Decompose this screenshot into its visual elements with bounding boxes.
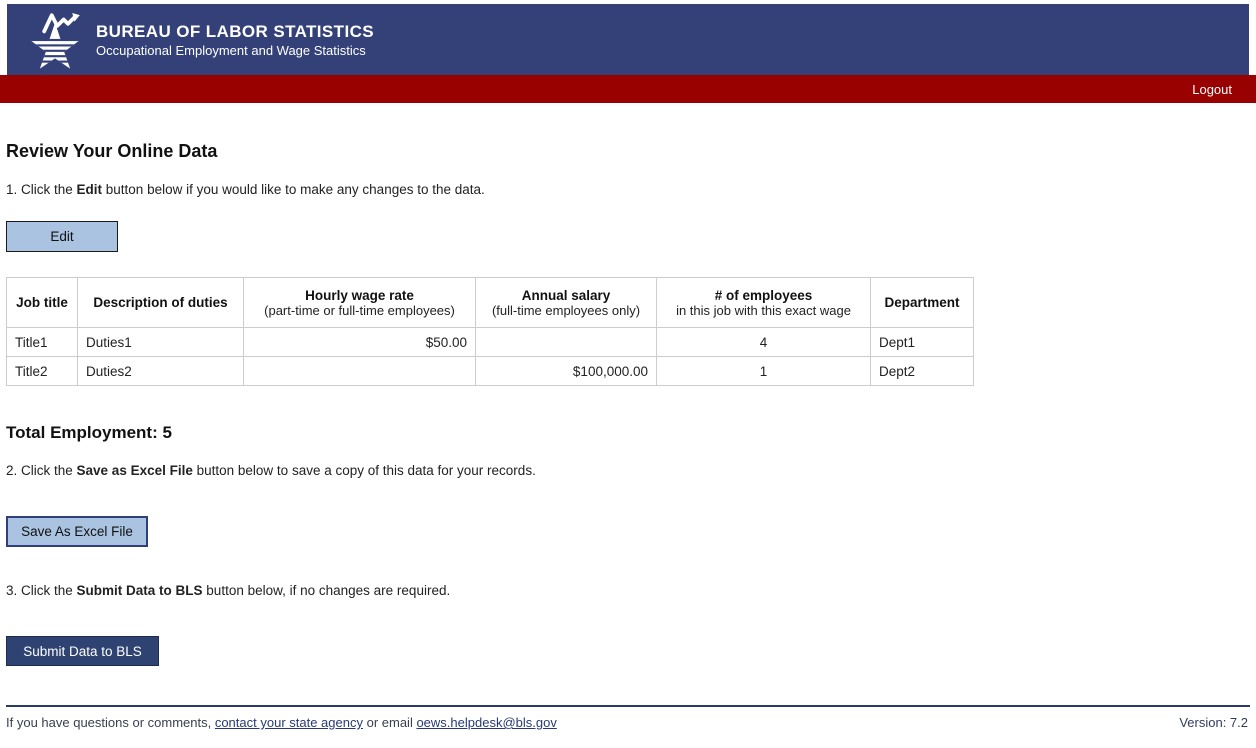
page-title: Review Your Online Data [6, 141, 218, 161]
step-2-text-suffix: button below to save a copy of this data… [192, 463, 536, 478]
step-3-instruction: 3. Click the Submit Data to BLS button b… [6, 583, 1250, 598]
submit-data-button[interactable]: Submit Data to BLS [6, 636, 159, 666]
total-employment-label: Total Employment: [6, 423, 158, 442]
footer-help-text: If you have questions or comments, conta… [6, 715, 557, 730]
save-as-excel-button[interactable]: Save As Excel File [6, 516, 148, 547]
table-cell-department: Dept2 [870, 356, 974, 386]
column-header-job-title: Job title [6, 277, 78, 328]
footer-text-middle: or email [362, 715, 417, 730]
table-cell-num-employees: 4 [656, 327, 871, 357]
nav-bar: Logout [0, 75, 1256, 103]
version-label: Version: 7.2 [1179, 715, 1248, 730]
column-header-department: Department [870, 277, 974, 328]
footer-text-prefix: If you have questions or comments, [6, 715, 215, 730]
table-cell-num-employees: 1 [656, 356, 871, 386]
table-row: Title2 Duties2 $100,000.00 1 Dept2 [6, 356, 974, 386]
column-header-description-of-duties: Description of duties [77, 277, 244, 328]
table-cell-annual-salary [475, 327, 657, 357]
step-3-text-suffix: button below, if no changes are required… [202, 583, 451, 598]
state-agency-link[interactable]: contact your state agency [214, 715, 363, 730]
table-cell-hourly-wage-rate [243, 356, 476, 386]
bls-header-banner: BUREAU OF LABOR STATISTICS Occupational … [7, 4, 1249, 75]
logout-link[interactable]: Logout [1192, 81, 1232, 97]
table-cell-description-of-duties: Duties2 [77, 356, 244, 386]
banner-text: BUREAU OF LABOR STATISTICS Occupational … [96, 21, 374, 59]
column-header-num-employees: # of employees in this job with this exac… [656, 277, 871, 328]
step-1-text-prefix: 1. Click the [6, 182, 77, 197]
step-3-text-prefix: 3. Click the [6, 583, 77, 598]
step-2-instruction: 2. Click the Save as Excel File button b… [6, 463, 1250, 478]
program-subtitle: Occupational Employment and Wage Statist… [96, 42, 366, 58]
step-3-text-bold: Submit Data to BLS [76, 583, 203, 598]
page-footer: If you have questions or comments, conta… [6, 705, 1250, 744]
table-cell-job-title: Title1 [6, 327, 78, 357]
table-header-row: Job title Description of duties Hourly wag… [6, 277, 974, 328]
table-cell-description-of-duties: Duties1 [77, 327, 244, 357]
table-cell-annual-salary: $100,000.00 [475, 356, 657, 386]
agency-title: BUREAU OF LABOR STATISTICS [96, 21, 374, 41]
table-cell-hourly-wage-rate: $50.00 [243, 327, 476, 357]
helpdesk-email-link[interactable]: oews.helpdesk@bls.gov [416, 715, 557, 730]
table-cell-job-title: Title2 [6, 356, 78, 386]
column-header-hourly-wage-rate: Hourly wage rate (part-time or full-time … [243, 277, 476, 328]
step-2-text-prefix: 2. Click the [6, 463, 77, 478]
step-2-text-bold: Save as Excel File [76, 463, 193, 478]
column-header-annual-salary: Annual salary (full-time employees only) [475, 277, 657, 328]
total-employment: Total Employment: 5 [6, 423, 1250, 443]
edit-button[interactable]: Edit [6, 221, 118, 252]
main-content: Review Your Online Data 1. Click the Edi… [0, 141, 1256, 666]
step-1-instruction: 1. Click the Edit button below if you wo… [6, 182, 1250, 197]
table-row: Title1 Duties1 $50.00 4 Dept1 [6, 327, 974, 357]
wage-data-table: Job title Description of duties Hourly wag… [6, 277, 974, 386]
table-header: Job title Description of duties Hourly wag… [6, 277, 974, 328]
step-1-text-suffix: button below if you would like to make a… [102, 182, 485, 197]
bls-star-logo-icon [30, 12, 80, 69]
step-1-text-bold: Edit [76, 182, 103, 197]
total-employment-value: 5 [162, 423, 172, 442]
table-cell-department: Dept1 [870, 327, 974, 357]
table-body: Title1 Duties1 $50.00 4 Dept1 Title2 Duties2 $1… [6, 327, 974, 386]
header-wrapper: BUREAU OF LABOR STATISTICS Occupational … [0, 0, 1256, 75]
